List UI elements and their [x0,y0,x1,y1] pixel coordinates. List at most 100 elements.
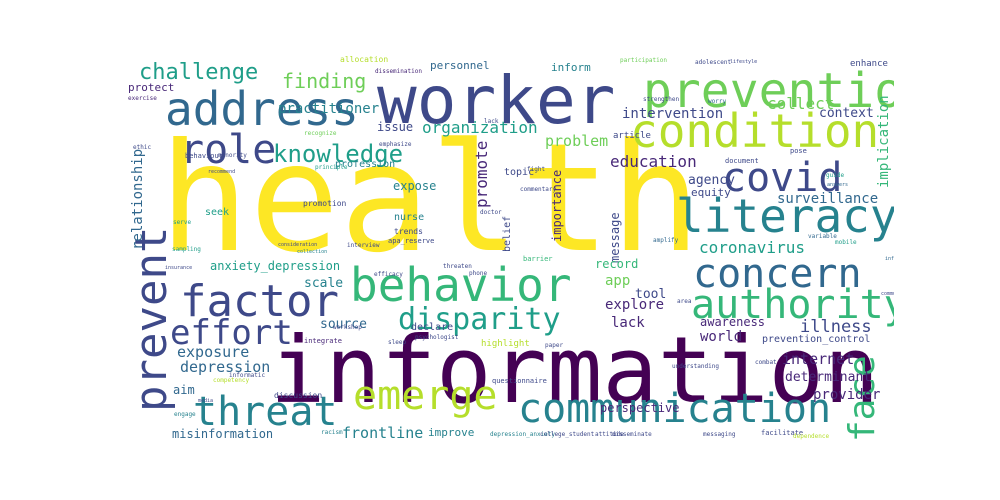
word-behavior: behavior [350,258,572,312]
word-organization: organization [422,118,538,137]
word-prevention-control: prevention_control [762,334,871,345]
word-combat: combat [755,359,777,366]
word-lack: lack [611,315,645,331]
word-implication: implication [876,95,892,188]
word-literacy: literacy [676,189,894,243]
word-coronavirus: coronavirus [699,238,805,257]
word-allocation: allocation [340,55,389,64]
word-emphasize: emphasize [379,141,412,148]
word-recommend: recommend [208,169,236,175]
word-participation: participation [620,57,667,64]
word-prevention: prevention [643,63,894,119]
word-communication: communication [518,386,832,432]
word-understanding: understanding [672,363,719,370]
word-guide: guide [826,172,845,179]
word-lack2: lack [484,118,499,125]
word-information: information [270,317,880,424]
word-health: health [159,112,701,286]
word-promote: promote [472,140,491,208]
word-fight: fight [527,166,546,173]
word-factor: factor [180,276,339,327]
word-perspective: perspective [600,401,680,415]
word-issue: issue [377,120,414,134]
word-topic: topic [504,167,535,178]
word-agency: agency [688,173,735,188]
word-personnel: personnel [430,59,490,72]
word-anxiety-depression: anxiety_depression [210,259,341,273]
word-interview: interview [347,242,380,249]
word-mobile: mobile [835,239,857,246]
word-explore: explore [605,297,665,313]
word-lifestyle: lifestyle [730,59,758,65]
word-depression: depression [180,358,271,376]
word-practitioner: practitioner [278,101,380,117]
word-belief: belief [502,215,513,252]
word-minority: minority [218,152,247,159]
word-provider: provider [813,387,881,403]
word-worry: worry [708,98,727,105]
word-barrier: barrier [523,255,553,263]
word-collection: collection [297,249,328,255]
word-serve: serve [173,219,192,226]
word-inform: inform [551,61,591,74]
word-variable: variable [808,233,837,240]
word-address: address [165,82,359,136]
word-commentary: commentary [520,186,557,193]
word-threat: threat [193,389,338,435]
word-consideration: consideration [278,242,318,248]
word-importance: importance [550,169,564,242]
word-dependence: dependence [793,433,830,440]
word-cloud: health information worker preventionconditi… [125,50,894,440]
word-promotion: promotion [303,199,347,208]
word-sleep: sleep [388,339,407,346]
word-workshop: workshop [333,324,362,331]
word-knowledge: knowledge [273,140,404,168]
word-threaten: threaten [443,263,472,270]
word-sampling: sampling [172,246,201,253]
word-concern: concern [693,251,862,297]
word-exercise: exercise [128,95,157,102]
word-nurse: nurse [394,212,425,223]
word-scale: scale [304,276,344,291]
word-adolescent: adolescent [695,59,732,66]
word-highlight: highlight [481,339,530,349]
word-problem: problem [545,132,609,150]
word-amplify: amplify [653,237,679,244]
word-discussion: discussion [274,391,323,400]
word-seek: seek [205,207,230,218]
word-role: role [180,127,277,173]
word-protect: protect [128,81,175,94]
word-awareness: awareness [700,315,766,329]
word-trends: trends [394,227,423,236]
word-surveillance: surveillance [777,191,879,207]
word-attitude: attitude [595,431,624,438]
word-illness: illness [800,317,872,337]
word-profession: profession [335,159,396,170]
word-frontline: frontline [342,424,424,441]
word-collect: collect [767,94,835,113]
word-influence: influence [885,256,894,262]
word-insurance: insurance [165,265,193,271]
word-integrate: integrate [304,337,342,345]
word-authority: authority [691,282,894,328]
word-facilitate: facilitate [761,429,804,437]
word-finding: finding [282,69,367,93]
word-determinant: determinant [785,370,872,385]
word-record: record [595,257,639,271]
word-prevent: prevent [126,226,177,412]
word-app: app [605,273,631,289]
word-apa-reserve: apa_reserve [388,237,435,245]
word-article: article [613,131,651,141]
word-exposure: exposure [177,343,250,361]
word-racism: racism [321,429,343,436]
word-declare: declare [411,322,454,333]
word-informatic: informatic [229,372,266,379]
word-challenge: challenge [139,60,259,85]
word-behaviour: behaviour [185,152,223,160]
word-internet: internet [782,350,855,368]
word-messaging: messaging [703,431,736,438]
word-education: education [610,152,697,171]
word-area: area [677,298,692,305]
word-aim: aim [173,383,195,397]
word-questionnaire: questionnaire [492,377,547,385]
